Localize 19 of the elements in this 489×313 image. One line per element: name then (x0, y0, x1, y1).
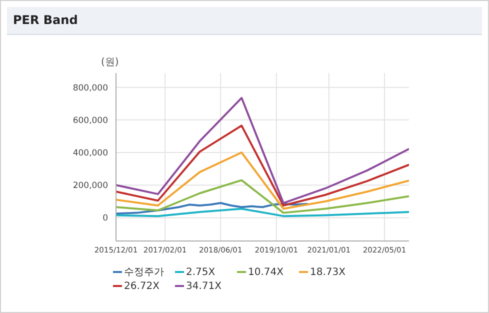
line-series (116, 202, 309, 215)
legend-label: 26.72X (124, 280, 160, 292)
chart-title: PER Band (13, 13, 78, 27)
y-tick-label: 600,000 (72, 116, 108, 126)
y-tick-label: 400,000 (72, 148, 108, 159)
line-series (116, 152, 409, 210)
y-tick-label: 800,000 (72, 83, 108, 94)
y-tick-label: 200,000 (72, 181, 108, 192)
legend-label: 2.75X (186, 266, 216, 278)
line-series (116, 96, 409, 204)
y-axis-title: (원) (101, 56, 119, 69)
legend-label: 10.74X (248, 266, 284, 278)
y-tick-label: 0 (102, 214, 108, 224)
line-series (116, 179, 409, 214)
line-series (116, 124, 409, 206)
legend-label: 수정주가 (124, 266, 164, 279)
legend-label: 18.73X (310, 266, 346, 278)
legend-label: 34.71X (186, 280, 222, 292)
line-series (116, 208, 409, 218)
